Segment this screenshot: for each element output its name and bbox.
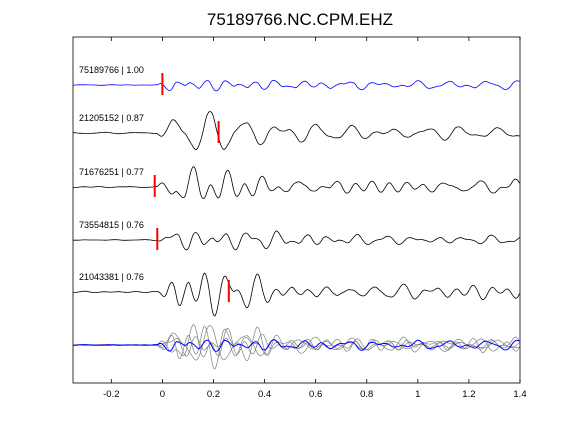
trace-label: 73554815 | 0.76 <box>79 220 144 230</box>
trace-label: 21205152 | 0.87 <box>79 113 144 123</box>
overlay-trace-75189766 <box>73 339 520 352</box>
plot-frame <box>72 36 521 384</box>
x-tick-label: 0.4 <box>258 389 271 400</box>
trace-label: 21043381 | 0.76 <box>79 272 144 282</box>
x-tick-label: 1 <box>415 389 420 400</box>
traces-layer <box>72 79 520 317</box>
trace-label: 71676251 | 0.77 <box>79 167 144 177</box>
pick-markers <box>153 73 230 302</box>
trace-label: 75189766 | 1.00 <box>79 65 144 75</box>
overlay-stack <box>72 324 520 370</box>
trace-line-21205152 <box>72 111 520 151</box>
trace-line-71676251 <box>72 166 520 200</box>
chart-title: 75189766.NC.CPM.EHZ <box>207 10 393 29</box>
trace-line-75189766 <box>72 79 520 92</box>
overlay-trace-21205152 <box>73 325 520 361</box>
overlay-trace-71676251 <box>72 324 520 357</box>
x-tick-label: 0.6 <box>309 389 322 400</box>
x-tick-label: 1.4 <box>513 389 526 400</box>
trace-labels: 75189766 | 1.00 21205152 | 0.87 71676251 |… <box>79 65 144 282</box>
x-tick-label: 1.2 <box>462 389 475 400</box>
x-axis: -0.2 0 0.2 0.4 0.6 0.8 1 1.2 1.4 <box>103 37 527 400</box>
x-tick-label: -0.2 <box>103 389 119 400</box>
x-tick-label: 0.8 <box>360 389 373 400</box>
trace-line-73554815 <box>72 230 520 251</box>
x-tick-label: 0 <box>160 389 165 400</box>
trace-line-21043381 <box>73 272 520 317</box>
x-tick-label: 0.2 <box>207 389 220 400</box>
